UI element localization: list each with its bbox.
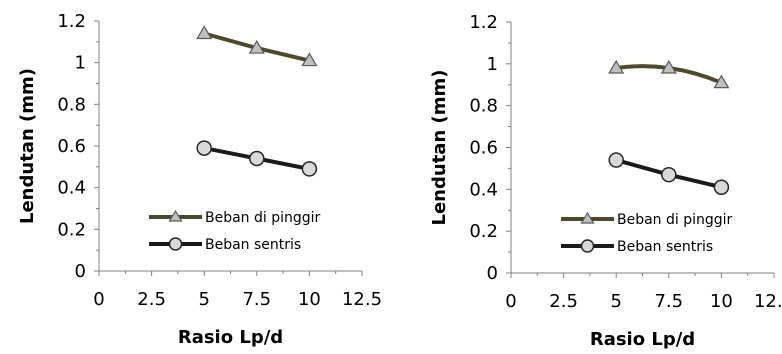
- y-tick-label: 0.4: [469, 179, 498, 200]
- y-tick-label: 0.8: [57, 94, 86, 115]
- chart-panel-1: 0 0.2 0.4 0.6 0.8 1 1.2 0 2.5 5 7.5 10 12.5 Rasio Lp/…: [17, 11, 382, 348]
- data-point-circle: [608, 152, 624, 168]
- y-tick-label: 1.2: [57, 11, 86, 32]
- legend-item-2: Beban sentris: [149, 237, 301, 253]
- legend-marker-circle: [168, 237, 183, 251]
- data-point-circle: [196, 140, 212, 156]
- legend-item-1: Beban di pinggir: [149, 209, 321, 226]
- y-tick-label: 0: [487, 263, 498, 284]
- chart-panel-2: 0 0.2 0.4 0.6 0.8 1 1.2 0 2.5 5 7.5 10 12.5 Rasio Lp/…: [429, 12, 782, 350]
- data-point-triangle: [248, 39, 265, 54]
- y-tick-label: 1: [75, 53, 86, 74]
- x-tick-label: 7.5: [242, 289, 271, 310]
- legend-marker-triangle: [168, 209, 183, 222]
- x-tick-label: 10: [710, 291, 733, 312]
- y-tick-label: 0.2: [57, 219, 86, 240]
- legend-label: Beban di pinggir: [205, 210, 321, 226]
- legend-item-2: Beban sentris: [561, 239, 713, 255]
- x-tick-label: 2.5: [549, 291, 578, 312]
- x-tick-label: 10: [298, 289, 321, 310]
- x-tick-label: 12.5: [342, 289, 382, 310]
- legend-label: Beban sentris: [205, 237, 301, 253]
- data-point-triangle: [713, 74, 730, 89]
- data-point-triangle: [196, 25, 213, 40]
- data-point-triangle: [301, 52, 318, 67]
- y-axis-title: Lendutan (mm): [429, 70, 450, 226]
- x-tick-label: 12.5: [754, 291, 782, 312]
- y-tick-label: 0.8: [469, 96, 498, 117]
- x-tick-label: 7.5: [654, 291, 683, 312]
- y-axis-title: Lendutan (mm): [17, 68, 38, 224]
- legend-label: Beban di pinggir: [617, 212, 733, 228]
- data-point-circle: [301, 161, 318, 177]
- data-point-triangle: [608, 59, 625, 74]
- y-tick-label: 1.2: [469, 12, 498, 33]
- y-tick-label: 0.6: [469, 138, 498, 159]
- legend-marker-triangle: [580, 211, 595, 224]
- y-tick-label: 0.4: [57, 178, 86, 199]
- y-tick-label: 0.2: [469, 221, 498, 242]
- x-axis-title: Rasio Lp/d: [590, 329, 695, 350]
- data-point-triangle: [660, 59, 677, 74]
- y-tick-label: 1: [487, 54, 498, 75]
- y-tick-label: 0.6: [57, 136, 86, 157]
- x-tick-label: 5: [610, 291, 621, 312]
- x-tick-label: 0: [93, 289, 104, 310]
- legend-marker-circle: [580, 239, 595, 253]
- y-tick-label: 0: [75, 261, 86, 282]
- legend-label: Beban sentris: [617, 239, 713, 255]
- x-tick-label: 5: [198, 289, 209, 310]
- data-point-circle: [249, 150, 265, 167]
- x-tick-label: 0: [505, 291, 516, 312]
- legend-item-1: Beban di pinggir: [561, 211, 733, 228]
- x-tick-label: 2.5: [137, 289, 166, 310]
- data-point-circle: [713, 179, 730, 195]
- data-point-circle: [661, 166, 677, 183]
- x-axis-title: Rasio Lp/d: [178, 327, 283, 348]
